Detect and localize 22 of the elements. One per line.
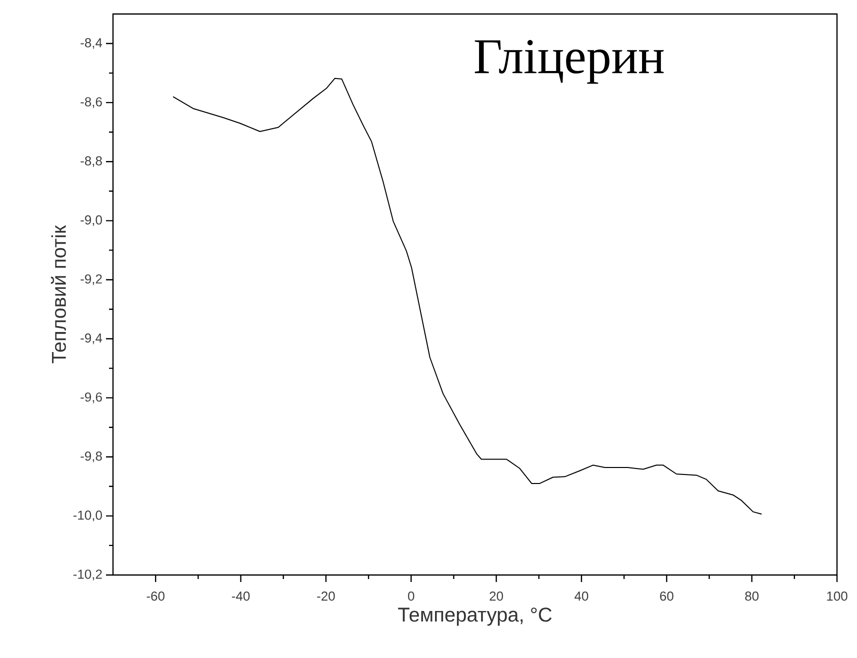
y-tick-label: -8,4 [80,38,102,49]
y-tick-label: -9,8 [80,452,102,462]
y-tick-label: -10,2 [73,570,102,580]
x-tick-label: -60 [146,592,164,601]
x-tick-label: 40 [574,592,588,601]
y-tick-label: -9,6 [80,392,102,404]
x-tick-label: -20 [317,592,335,601]
x-tick-label: 60 [660,592,674,601]
x-tick-label: 20 [490,592,504,601]
y-tick-label: -8,8 [80,156,102,167]
y-tick-label: -9,4 [80,333,102,344]
y-tick-label: -10,0 [73,510,102,522]
y-tick-label: -9,2 [80,274,102,286]
x-axis-title: Температура, °C [398,608,552,626]
x-tick-label: 100 [827,592,848,601]
x-tick-label: 0 [408,592,414,601]
x-tick-label: -40 [232,592,250,601]
x-tick-label: 80 [745,592,759,601]
y-axis-title: Тепловий потік [50,225,66,364]
y-tick-label: -9,0 [80,215,102,226]
annotation: Гліцерин [474,40,664,84]
y-tick-label: -8,6 [80,97,102,108]
